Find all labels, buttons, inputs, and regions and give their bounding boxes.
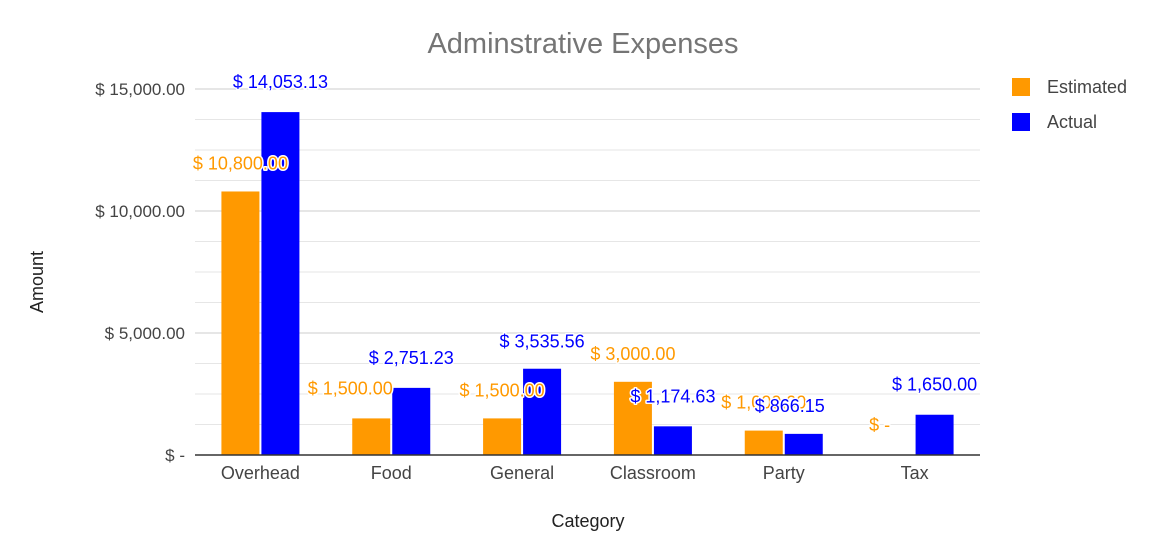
data-label-estimated: $ 1,500.00: [308, 378, 393, 398]
data-label-estimated: $ 10,800.00: [193, 153, 288, 173]
bar-actual: [261, 112, 300, 455]
bar-actual: [653, 426, 692, 455]
data-label-estimated: $ 1,000.00: [721, 393, 806, 413]
legend-label-actual: Actual: [1047, 112, 1097, 132]
x-axis-categories: Overhead Food General Classroom Party Tax: [221, 463, 929, 483]
bar-estimated: [221, 191, 260, 456]
data-label-actual: $ 1,650.00: [892, 375, 977, 395]
y-tick-label: $ 10,000.00: [95, 202, 185, 221]
bar-actual: [392, 387, 431, 455]
bar-estimated: [352, 418, 391, 455]
chart-title: Adminstrative Expenses: [427, 28, 738, 60]
x-axis-title: Category: [551, 511, 624, 531]
legend-swatch-estimated: [1012, 78, 1030, 96]
data-label-estimated: $ -: [869, 415, 890, 435]
x-tick-label: Overhead: [221, 463, 300, 483]
x-tick-label: Tax: [901, 463, 929, 483]
y-tick-label: $ 5,000.00: [105, 324, 185, 343]
bars: [221, 112, 954, 456]
data-labels: $ 10,800.00 $ 14,053.13 $ 1,500.00 $ 2,751.…: [191, 71, 978, 437]
data-label-actual: $ 14,053.13: [233, 72, 328, 92]
legend-label-estimated: Estimated: [1047, 77, 1127, 97]
y-tick-label: $ 15,000.00: [95, 80, 185, 99]
bar-actual: [784, 433, 823, 455]
bar-actual: [915, 414, 954, 455]
data-label-actual: $ 3,535.56: [500, 332, 585, 352]
bar-actual: [523, 368, 562, 455]
data-label-estimated: $ 3,000.00: [590, 344, 675, 364]
data-label-actual: $ 866.15: [755, 396, 825, 416]
bar-estimated: [483, 418, 522, 455]
data-label-actual: $ 1,174.63: [630, 386, 715, 406]
bar-estimated: [744, 430, 783, 455]
data-label-actual: $ 2,751.23: [369, 348, 454, 368]
bar-estimated: [613, 381, 652, 455]
x-tick-label: Food: [371, 463, 412, 483]
y-tick-label: $ -: [165, 446, 185, 465]
legend: Estimated Actual: [1012, 77, 1127, 132]
data-label-estimated: $ 1,500.00: [460, 380, 545, 400]
y-axis-ticks: $ - $ 5,000.00 $ 10,000.00 $ 15,000.00: [95, 80, 185, 465]
x-tick-label: General: [490, 463, 554, 483]
x-tick-label: Party: [763, 463, 805, 483]
y-axis-title: Amount: [27, 251, 47, 313]
legend-swatch-actual: [1012, 113, 1030, 131]
gridlines: [195, 88, 980, 425]
x-tick-label: Classroom: [610, 463, 696, 483]
